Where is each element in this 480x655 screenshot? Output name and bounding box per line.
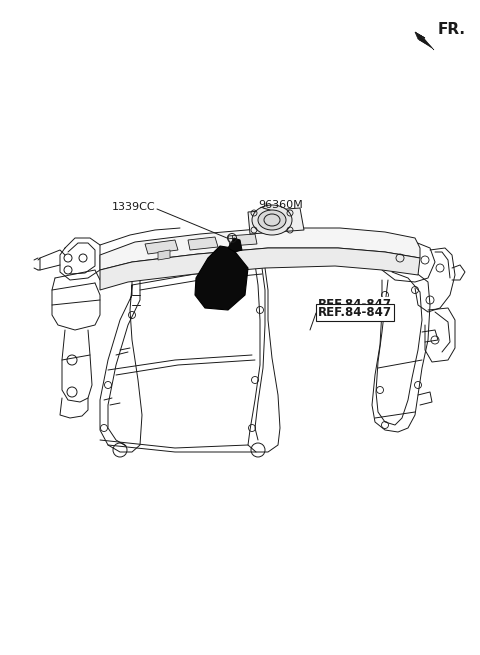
Ellipse shape [252, 205, 292, 235]
Text: 1339CC: 1339CC [111, 202, 155, 212]
Ellipse shape [258, 210, 286, 230]
Polygon shape [415, 32, 434, 50]
Polygon shape [228, 238, 242, 252]
Polygon shape [188, 237, 218, 250]
Polygon shape [100, 228, 420, 270]
Text: 96360M: 96360M [258, 200, 303, 210]
Polygon shape [228, 234, 257, 246]
Text: REF.84-847: REF.84-847 [318, 299, 392, 312]
Polygon shape [145, 240, 178, 254]
Polygon shape [100, 248, 420, 290]
Polygon shape [415, 32, 432, 48]
Text: REF.84-847: REF.84-847 [318, 306, 392, 319]
Polygon shape [158, 250, 170, 260]
Text: FR.: FR. [438, 22, 466, 37]
Polygon shape [248, 208, 304, 234]
Polygon shape [195, 246, 248, 310]
